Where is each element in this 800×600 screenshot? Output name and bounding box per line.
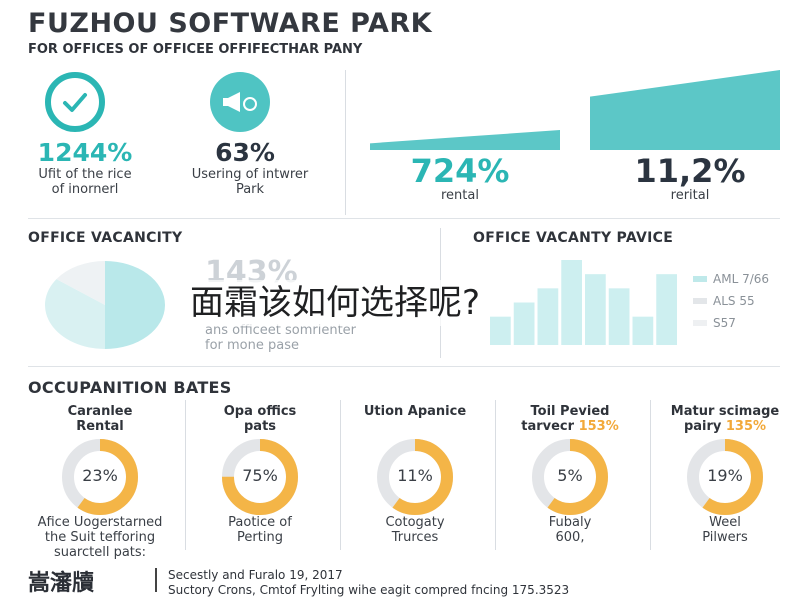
kpi-caption-1: Ufit of the rice of inornerl (38, 167, 132, 197)
bar (490, 316, 511, 345)
area-segment (370, 130, 560, 150)
overlay-caption: 面霜该如何选择呢? (186, 280, 485, 326)
area-segment (590, 70, 780, 150)
occupation-caption: Paotice of Perting (228, 515, 292, 545)
kpi-caption-4: rerital (670, 188, 710, 203)
bar (513, 302, 535, 345)
section-title-vacancy-price: OFFICE VACANTY PAVICE (473, 230, 674, 246)
donut-arc (377, 439, 453, 515)
divider (650, 400, 651, 550)
occupation-label: Opa offics pats (223, 404, 297, 434)
kpi-value-1: 1244% (37, 138, 133, 167)
section-title-occupation: OCCUPANITION BATES (28, 378, 232, 397)
donut-value: 23% (82, 466, 118, 485)
legend-item: AML 7/66 (693, 272, 769, 286)
growth-area-chart (370, 70, 780, 150)
divider (340, 400, 341, 550)
occupation-caption: Afice Uogerstarned the Suit tefforing suar… (37, 515, 163, 560)
donut-arc (687, 439, 763, 515)
legend-item: ALS 55 (693, 294, 755, 308)
section-title-vacancy: OFFICE VACANCITY (28, 230, 183, 246)
vacancy-pie-chart (45, 261, 165, 349)
occupation-donut (687, 439, 763, 515)
kpi-value-4: 11,2% (634, 152, 746, 190)
page-subtitle: FOR OFFICES OF OFFICEE OFFIFECTHAR PANY (28, 42, 363, 57)
donut-arc (222, 439, 298, 515)
check-icon (45, 72, 105, 132)
bar (632, 316, 654, 345)
occupation-donut (62, 439, 138, 515)
occupation-label: Caranlee Rental (67, 404, 133, 434)
footer-line-2: Suctory Crons, Cmtof Frylting wihe eagit… (168, 583, 570, 597)
divider (28, 218, 780, 219)
occupation-donut (532, 439, 608, 515)
divider (495, 400, 496, 550)
bar (656, 274, 677, 345)
donut-arc (62, 439, 138, 515)
kpi-caption-3: rental (441, 188, 479, 203)
pie-slice (45, 279, 105, 349)
occupation-caption: Cotogaty Trurces (385, 515, 445, 545)
bar (561, 260, 582, 345)
page-title: FUZHOU SOFTWARE PARK (28, 8, 433, 39)
divider (155, 568, 157, 592)
kpi-caption-2: Usering of intwrer Park (191, 167, 309, 197)
donut-value: 11% (397, 466, 433, 485)
footer-logo: 嵩瀋牘 (28, 571, 95, 596)
donut-arc (532, 439, 608, 515)
megaphone-icon (210, 72, 270, 132)
bar (537, 288, 559, 345)
donut-value: 19% (707, 466, 743, 485)
occupation-label: Matur scimage pairy 135% (670, 404, 780, 434)
bar (585, 274, 606, 345)
occupation-donut (377, 439, 453, 515)
occupation-donut (222, 439, 298, 515)
bar (608, 288, 630, 345)
occupation-label: Ution Apanice (363, 404, 467, 419)
divider (185, 400, 186, 550)
kpi-value-2: 63% (215, 138, 275, 167)
footer-line-1: Secestly and Furalo 19, 2017 (168, 568, 343, 582)
donut-value: 5% (557, 466, 583, 485)
donut-value: 75% (242, 466, 278, 485)
divider (28, 366, 780, 367)
legend-item: S57 (693, 316, 736, 330)
occupation-label: Toil Pevied tarvecr 153% (521, 404, 619, 434)
occupation-caption: Weel Pilwers (702, 515, 748, 545)
kpi-value-3: 724% (410, 152, 510, 190)
pie-slice (56, 261, 105, 305)
divider (345, 70, 346, 215)
pie-slice (105, 261, 165, 349)
occupation-caption: Fubaly 600, (548, 515, 592, 545)
vacancy-ghost-caption: ans officeet somrienter for mone pase (205, 323, 357, 353)
vacancy-price-bar-chart (490, 260, 677, 345)
